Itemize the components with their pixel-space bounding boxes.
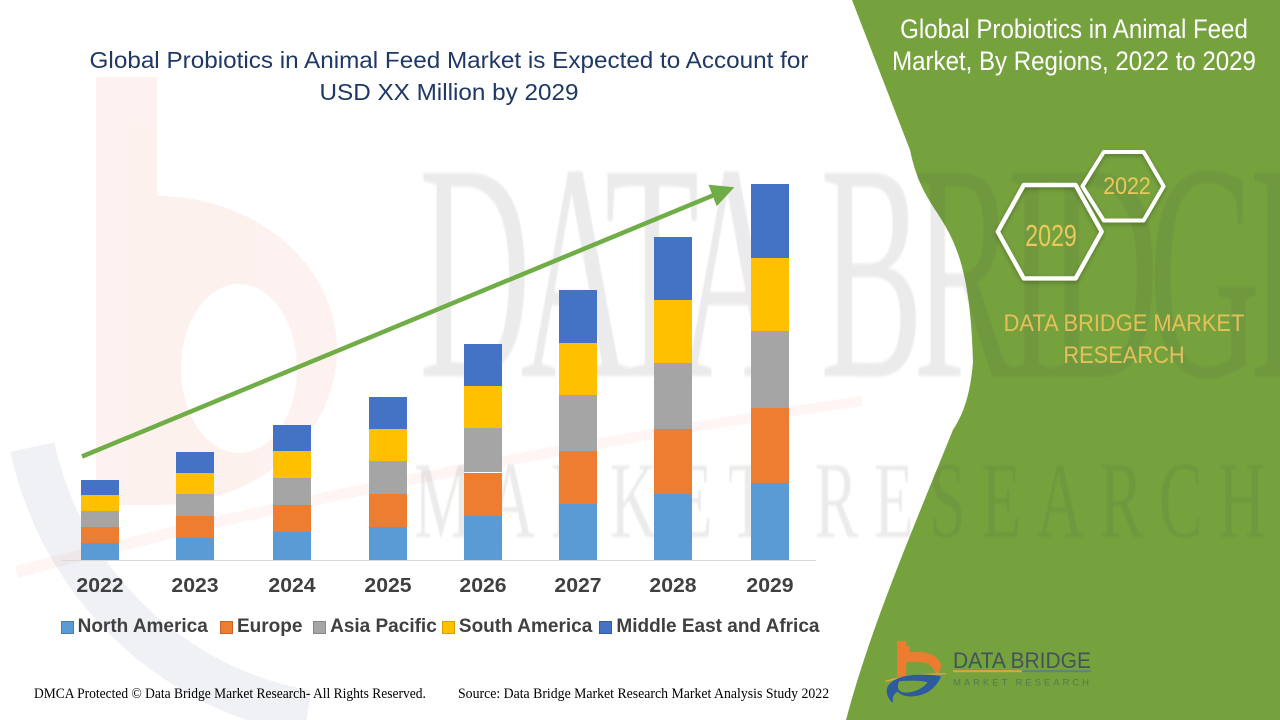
svg-text:DATA BRIDGE: DATA BRIDGE [953, 648, 1091, 673]
svg-text:MARKET RESEARCH: MARKET RESEARCH [953, 677, 1089, 688]
